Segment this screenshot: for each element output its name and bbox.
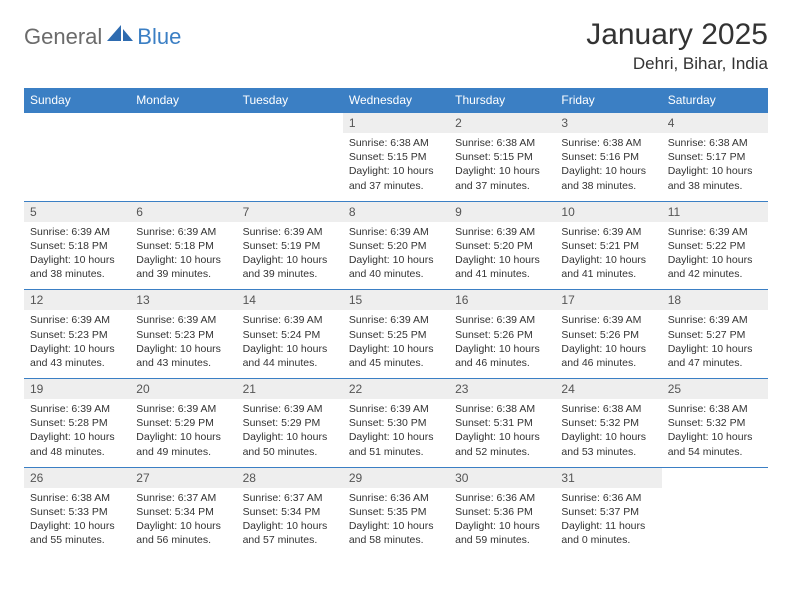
day-detail-cell: Sunrise: 6:36 AMSunset: 5:37 PMDaylight:… [555, 488, 661, 556]
week-detail-row: Sunrise: 6:38 AMSunset: 5:33 PMDaylight:… [24, 488, 768, 556]
day-detail-cell: Sunrise: 6:38 AMSunset: 5:17 PMDaylight:… [662, 133, 768, 201]
day-number-cell: 3 [555, 113, 661, 134]
day-detail-cell: Sunrise: 6:38 AMSunset: 5:33 PMDaylight:… [24, 488, 130, 556]
day-detail-cell: Sunrise: 6:37 AMSunset: 5:34 PMDaylight:… [130, 488, 236, 556]
day-detail-cell: Sunrise: 6:39 AMSunset: 5:23 PMDaylight:… [24, 310, 130, 378]
day-detail-cell: Sunrise: 6:39 AMSunset: 5:29 PMDaylight:… [130, 399, 236, 467]
day-number-cell: 2 [449, 113, 555, 134]
day-detail-cell: Sunrise: 6:39 AMSunset: 5:26 PMDaylight:… [449, 310, 555, 378]
week-daynum-row: 567891011 [24, 201, 768, 222]
week-daynum-row: 262728293031 [24, 467, 768, 488]
day-detail-cell: Sunrise: 6:39 AMSunset: 5:22 PMDaylight:… [662, 222, 768, 290]
week-detail-row: Sunrise: 6:39 AMSunset: 5:28 PMDaylight:… [24, 399, 768, 467]
day-number-cell: 18 [662, 290, 768, 311]
day-number-cell: 20 [130, 379, 236, 400]
day-detail-cell [662, 488, 768, 556]
day-number-cell: 13 [130, 290, 236, 311]
day-detail-cell: Sunrise: 6:39 AMSunset: 5:18 PMDaylight:… [24, 222, 130, 290]
location: Dehri, Bihar, India [586, 54, 768, 74]
day-detail-cell: Sunrise: 6:37 AMSunset: 5:34 PMDaylight:… [237, 488, 343, 556]
day-number-cell: 31 [555, 467, 661, 488]
day-detail-cell: Sunrise: 6:39 AMSunset: 5:30 PMDaylight:… [343, 399, 449, 467]
day-number-cell: 26 [24, 467, 130, 488]
day-number-cell: 22 [343, 379, 449, 400]
day-detail-cell: Sunrise: 6:39 AMSunset: 5:26 PMDaylight:… [555, 310, 661, 378]
day-header: Tuesday [237, 88, 343, 113]
day-header-row: SundayMondayTuesdayWednesdayThursdayFrid… [24, 88, 768, 113]
day-header: Sunday [24, 88, 130, 113]
day-detail-cell [24, 133, 130, 201]
day-number-cell [662, 467, 768, 488]
day-number-cell: 16 [449, 290, 555, 311]
day-detail-cell: Sunrise: 6:38 AMSunset: 5:15 PMDaylight:… [449, 133, 555, 201]
day-number-cell: 7 [237, 201, 343, 222]
header: General Blue January 2025 Dehri, Bihar, … [24, 18, 768, 74]
day-detail-cell: Sunrise: 6:39 AMSunset: 5:25 PMDaylight:… [343, 310, 449, 378]
day-header: Saturday [662, 88, 768, 113]
day-number-cell: 9 [449, 201, 555, 222]
week-detail-row: Sunrise: 6:39 AMSunset: 5:23 PMDaylight:… [24, 310, 768, 378]
day-detail-cell: Sunrise: 6:38 AMSunset: 5:15 PMDaylight:… [343, 133, 449, 201]
logo: General Blue [24, 24, 181, 50]
week-daynum-row: 1234 [24, 113, 768, 134]
day-number-cell: 1 [343, 113, 449, 134]
day-detail-cell: Sunrise: 6:39 AMSunset: 5:29 PMDaylight:… [237, 399, 343, 467]
day-number-cell [24, 113, 130, 134]
day-detail-cell: Sunrise: 6:39 AMSunset: 5:23 PMDaylight:… [130, 310, 236, 378]
calendar-table: SundayMondayTuesdayWednesdayThursdayFrid… [24, 88, 768, 555]
day-header: Thursday [449, 88, 555, 113]
day-number-cell: 12 [24, 290, 130, 311]
day-number-cell: 21 [237, 379, 343, 400]
logo-text-general: General [24, 24, 102, 50]
day-detail-cell: Sunrise: 6:36 AMSunset: 5:36 PMDaylight:… [449, 488, 555, 556]
week-detail-row: Sunrise: 6:39 AMSunset: 5:18 PMDaylight:… [24, 222, 768, 290]
day-number-cell: 4 [662, 113, 768, 134]
day-number-cell: 25 [662, 379, 768, 400]
day-detail-cell: Sunrise: 6:39 AMSunset: 5:19 PMDaylight:… [237, 222, 343, 290]
day-number-cell: 27 [130, 467, 236, 488]
day-number-cell [130, 113, 236, 134]
day-detail-cell: Sunrise: 6:39 AMSunset: 5:28 PMDaylight:… [24, 399, 130, 467]
day-number-cell: 24 [555, 379, 661, 400]
day-detail-cell: Sunrise: 6:36 AMSunset: 5:35 PMDaylight:… [343, 488, 449, 556]
day-number-cell: 17 [555, 290, 661, 311]
day-number-cell: 19 [24, 379, 130, 400]
day-number-cell: 5 [24, 201, 130, 222]
week-daynum-row: 19202122232425 [24, 379, 768, 400]
day-number-cell: 15 [343, 290, 449, 311]
day-number-cell: 28 [237, 467, 343, 488]
day-header: Monday [130, 88, 236, 113]
title-block: January 2025 Dehri, Bihar, India [586, 18, 768, 74]
day-detail-cell: Sunrise: 6:39 AMSunset: 5:27 PMDaylight:… [662, 310, 768, 378]
day-detail-cell: Sunrise: 6:38 AMSunset: 5:32 PMDaylight:… [555, 399, 661, 467]
day-number-cell: 30 [449, 467, 555, 488]
logo-sail-icon [107, 23, 133, 48]
day-detail-cell [130, 133, 236, 201]
day-number-cell: 14 [237, 290, 343, 311]
day-number-cell [237, 113, 343, 134]
day-number-cell: 29 [343, 467, 449, 488]
day-number-cell: 10 [555, 201, 661, 222]
day-detail-cell: Sunrise: 6:39 AMSunset: 5:20 PMDaylight:… [449, 222, 555, 290]
day-detail-cell: Sunrise: 6:39 AMSunset: 5:20 PMDaylight:… [343, 222, 449, 290]
day-header: Friday [555, 88, 661, 113]
day-detail-cell: Sunrise: 6:39 AMSunset: 5:21 PMDaylight:… [555, 222, 661, 290]
day-detail-cell: Sunrise: 6:39 AMSunset: 5:24 PMDaylight:… [237, 310, 343, 378]
day-number-cell: 23 [449, 379, 555, 400]
week-daynum-row: 12131415161718 [24, 290, 768, 311]
month-title: January 2025 [586, 18, 768, 52]
logo-text-blue: Blue [137, 24, 181, 50]
day-number-cell: 8 [343, 201, 449, 222]
week-detail-row: Sunrise: 6:38 AMSunset: 5:15 PMDaylight:… [24, 133, 768, 201]
day-detail-cell: Sunrise: 6:38 AMSunset: 5:32 PMDaylight:… [662, 399, 768, 467]
day-detail-cell: Sunrise: 6:39 AMSunset: 5:18 PMDaylight:… [130, 222, 236, 290]
day-detail-cell: Sunrise: 6:38 AMSunset: 5:31 PMDaylight:… [449, 399, 555, 467]
day-detail-cell [237, 133, 343, 201]
day-number-cell: 11 [662, 201, 768, 222]
day-number-cell: 6 [130, 201, 236, 222]
day-header: Wednesday [343, 88, 449, 113]
day-detail-cell: Sunrise: 6:38 AMSunset: 5:16 PMDaylight:… [555, 133, 661, 201]
